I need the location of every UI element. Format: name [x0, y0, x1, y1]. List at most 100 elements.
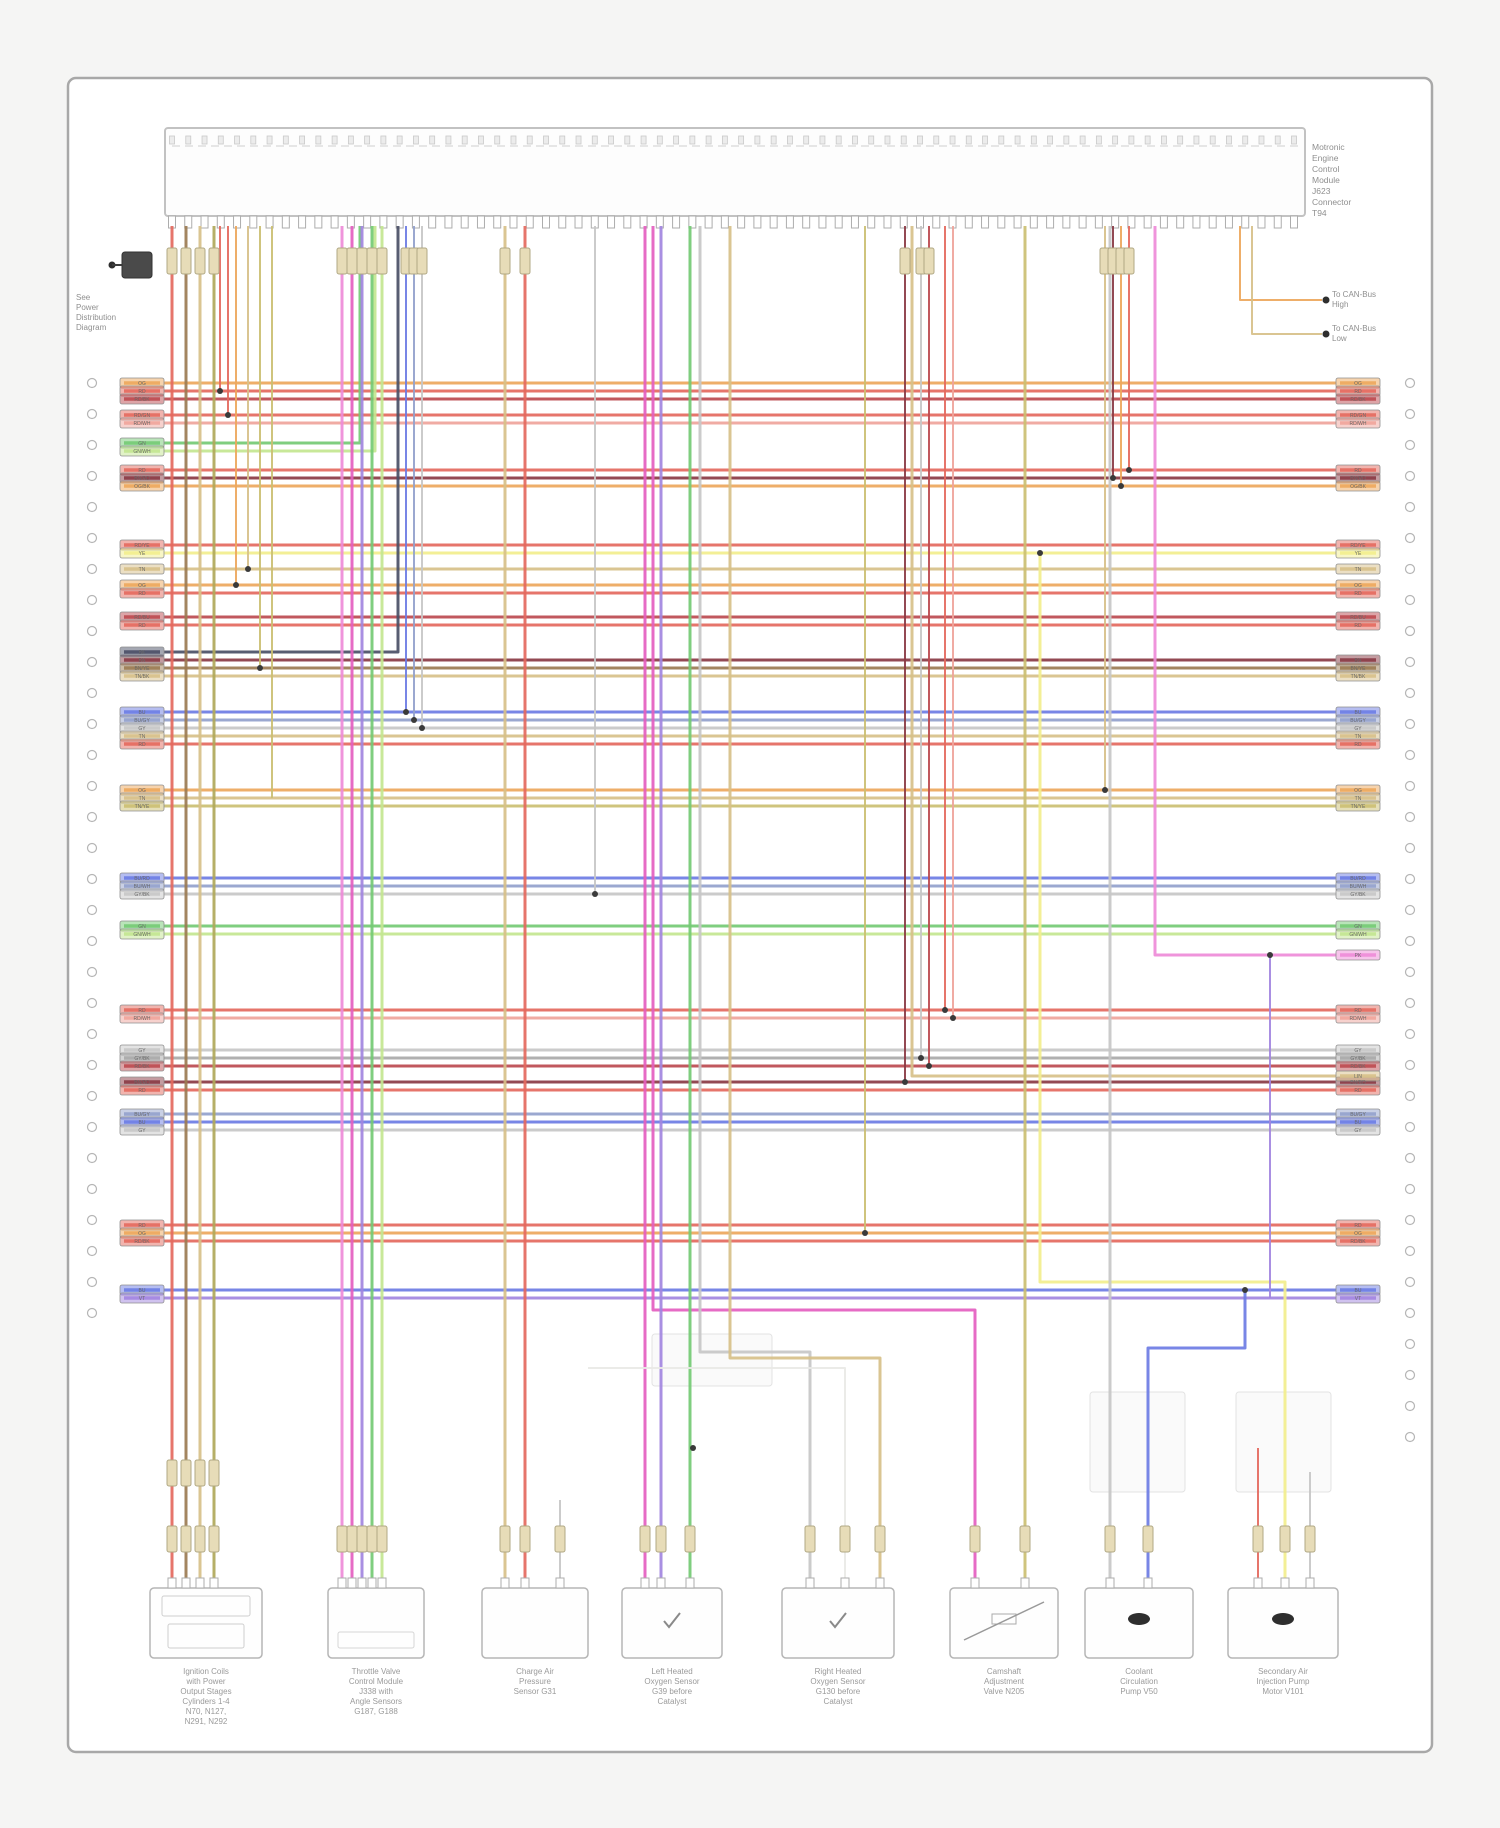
terminal-block-label: BN/RD: [134, 476, 150, 482]
ecm-bottom-pin: [802, 215, 811, 229]
ecm-top-pin: [234, 135, 240, 145]
ecm-top-pin: [510, 135, 517, 145]
terminal-block-label: RD/BK: [134, 1239, 150, 1245]
component-pin: [357, 1577, 367, 1589]
terminal-ring-left: [86, 935, 98, 947]
terminal-block-label: BU: [1355, 1120, 1362, 1126]
inline-connector: [874, 1525, 886, 1553]
ecm-label-line: Engine: [1312, 153, 1339, 163]
terminal-ring-left: [86, 439, 98, 451]
ecm-bottom-pin: [867, 215, 876, 229]
component-pin: [970, 1577, 980, 1589]
note-line: To CAN-Bus: [1332, 324, 1376, 333]
wire-magenta: [651, 226, 977, 1588]
terminal-block-label: TN: [139, 796, 146, 802]
terminal-ring-right: [1404, 966, 1416, 978]
component-caption-line: with Power: [185, 1677, 225, 1686]
terminal-block-label: BK: [139, 650, 146, 656]
terminal-ring-left: [86, 1214, 98, 1226]
terminal-ring-right: [1404, 408, 1416, 420]
ecm-top-pin: [526, 135, 533, 145]
inline-connector: [899, 247, 911, 275]
ecm-top-pin: [201, 135, 208, 145]
ecm-top-pin: [721, 135, 728, 145]
terminal-ring-left: [86, 1028, 98, 1040]
ecm-top-pin: [852, 135, 858, 145]
component-caption-line: Throttle Valve: [352, 1667, 401, 1676]
ecm-bottom-pin: [411, 215, 420, 229]
inner-module-icon: [337, 1631, 415, 1649]
junction-dot: [592, 891, 598, 897]
wire-lime: [164, 226, 377, 453]
wires: [119, 226, 1381, 1588]
ecm-bottom-pin: [1176, 215, 1185, 229]
component: [949, 1525, 1059, 1659]
ecm-bottom-pin: [1208, 215, 1217, 229]
ecm-top-pin: [364, 135, 371, 145]
junction-dot: [918, 1055, 924, 1061]
wire-pink: [1153, 226, 1336, 957]
ecm-top-pin: [1144, 135, 1151, 145]
ecm-label-line: Module: [1312, 175, 1340, 185]
terminal-block-label: BU/GY: [1350, 1112, 1366, 1118]
component-caption-line: Adjustment: [984, 1677, 1025, 1686]
component-caption-line: Output Stages: [180, 1687, 231, 1696]
component-box: [949, 1587, 1059, 1659]
terminal-block-label: BU: [139, 710, 146, 716]
terminal-ring-right: [1404, 997, 1416, 1009]
component-caption-line: Control Module: [349, 1677, 404, 1686]
terminal-block-label: RD: [138, 742, 146, 748]
component-caption-line: Oxygen Sensor: [644, 1677, 699, 1686]
ecm-bottom-pin: [1046, 215, 1055, 229]
terminal-block-label: TN/YE: [135, 804, 150, 810]
component-caption-line: G130 before: [816, 1687, 861, 1696]
ecm-bottom-pin: [1192, 215, 1201, 229]
component-caption-line: N70, N127,: [186, 1707, 226, 1716]
terminal-block-label: RD: [138, 623, 146, 629]
wire-yellow: [1038, 553, 1287, 1588]
component: [149, 1459, 263, 1659]
ecm-top-pin: [494, 135, 501, 145]
ecm-top-pin: [1030, 135, 1037, 145]
ecm-top-pin: [380, 135, 387, 145]
terminal-block-label: BU/GY: [1350, 718, 1366, 724]
terminal-ring-left: [86, 1090, 98, 1102]
component-pin: [685, 1577, 695, 1589]
component-caption-line: Valve N205: [984, 1687, 1025, 1696]
terminal-block-label: RD/WH: [1350, 1016, 1367, 1022]
component-pin: [1280, 1577, 1290, 1589]
inline-connector: [366, 247, 378, 275]
terminal-ring-left: [86, 904, 98, 916]
ecm-bottom-pin: [1078, 215, 1087, 229]
black-connector: [121, 251, 153, 279]
terminal-ring-right: [1404, 563, 1416, 575]
component: [1084, 1525, 1194, 1659]
junction-dot: [862, 1230, 868, 1236]
note-arrow-dot: [1322, 296, 1330, 304]
terminal-block-label: RD: [138, 1008, 146, 1014]
ecm-top-pin: [217, 135, 224, 145]
junction-dot: [926, 1063, 932, 1069]
inline-connector: [376, 247, 388, 275]
terminal-block-label: GN: [138, 441, 146, 447]
ecm-top-pin: [803, 135, 810, 145]
ecm-bottom-pin: [558, 215, 567, 229]
ecm-bottom-pin: [981, 215, 990, 229]
component-caption-line: Pump V50: [1120, 1687, 1158, 1696]
inline-connector: [519, 1525, 531, 1553]
inline-connector: [499, 247, 511, 275]
inline-connector: [208, 247, 220, 275]
terminal-ring-left: [86, 1152, 98, 1164]
ecm-top-pin: [949, 135, 956, 145]
terminal-ring-right: [1404, 687, 1416, 699]
inline-connector: [346, 1525, 358, 1553]
ecm-top-pin: [624, 135, 631, 145]
component-pin: [347, 1577, 357, 1589]
wire-orange: [1239, 226, 1322, 301]
ecm-top-pin: [1274, 135, 1281, 145]
terminal-ring-right: [1404, 1338, 1416, 1350]
terminal-ring-right: [1404, 749, 1416, 761]
terminal-block-label: BU: [1355, 1288, 1362, 1294]
inline-connector: [1104, 1525, 1116, 1553]
ecm-bottom-pin: [542, 215, 550, 229]
